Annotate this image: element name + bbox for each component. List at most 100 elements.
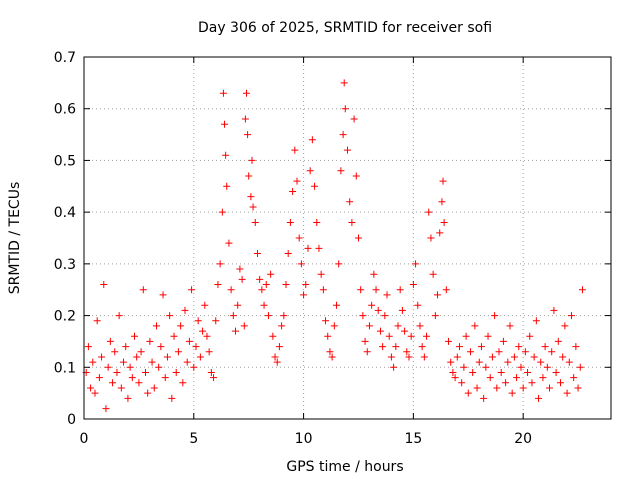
data-point — [436, 229, 444, 237]
y-tick-label: 0.7 — [54, 50, 76, 66]
data-point — [124, 394, 132, 402]
data-point — [341, 105, 349, 113]
data-point — [256, 275, 264, 283]
data-point — [372, 286, 380, 294]
data-point — [232, 327, 240, 335]
data-point — [502, 379, 510, 387]
data-point — [477, 343, 485, 351]
data-point — [460, 363, 468, 371]
data-point — [181, 306, 189, 314]
y-tick-label: 0.4 — [54, 205, 76, 221]
data-point — [370, 270, 378, 278]
data-point — [280, 312, 288, 320]
data-point — [403, 348, 411, 356]
data-point — [418, 343, 426, 351]
data-point — [126, 363, 134, 371]
data-point — [238, 275, 246, 283]
data-point — [495, 348, 503, 356]
y-tick-label: 0 — [67, 412, 76, 428]
data-point — [453, 353, 461, 361]
data-point — [416, 322, 424, 330]
data-point — [286, 218, 294, 226]
data-point — [532, 317, 540, 325]
data-point — [521, 348, 529, 356]
data-point — [245, 172, 253, 180]
data-point — [91, 389, 99, 397]
data-point — [508, 389, 516, 397]
data-point — [282, 281, 290, 289]
data-point — [291, 146, 299, 154]
data-point — [128, 374, 136, 382]
x-tick-label: 20 — [514, 431, 532, 447]
y-axis-label: SRMTID / TECUs — [7, 182, 23, 295]
x-tick-label: 5 — [189, 431, 198, 447]
data-point — [319, 286, 327, 294]
data-point — [161, 374, 169, 382]
data-point — [313, 218, 321, 226]
data-point — [322, 317, 330, 325]
data-point — [210, 374, 218, 382]
data-point — [445, 337, 453, 345]
data-point — [455, 343, 463, 351]
data-point — [251, 218, 259, 226]
data-point — [192, 343, 200, 351]
data-point — [565, 358, 573, 366]
chart-title: Day 306 of 2025, SRMTID for receiver sof… — [198, 20, 492, 36]
data-point — [297, 260, 305, 268]
data-point — [203, 332, 211, 340]
data-point — [359, 312, 367, 320]
data-point — [267, 270, 275, 278]
data-point — [541, 343, 549, 351]
data-point — [365, 322, 373, 330]
data-point — [234, 301, 242, 309]
data-point — [409, 281, 417, 289]
data-point — [152, 322, 160, 330]
data-point — [578, 286, 586, 294]
grid-lines — [84, 57, 611, 419]
data-point — [517, 363, 525, 371]
data-point — [567, 312, 575, 320]
data-point — [190, 363, 198, 371]
data-point — [225, 239, 233, 247]
data-point — [155, 363, 163, 371]
data-point — [440, 218, 448, 226]
data-point — [137, 348, 145, 356]
data-point — [552, 368, 560, 376]
data-point — [185, 337, 193, 345]
data-point — [253, 250, 261, 258]
data-point — [262, 281, 270, 289]
data-point — [482, 363, 490, 371]
data-point — [106, 337, 114, 345]
data-point — [407, 332, 415, 340]
data-point — [293, 177, 301, 185]
data-point — [486, 374, 494, 382]
data-point — [530, 353, 538, 361]
data-point — [300, 291, 308, 299]
data-point — [273, 358, 281, 366]
data-point — [574, 384, 582, 392]
data-point — [264, 312, 272, 320]
data-point — [497, 368, 505, 376]
data-point — [429, 270, 437, 278]
data-point — [423, 332, 431, 340]
data-point — [170, 332, 178, 340]
data-point — [146, 337, 154, 345]
data-point — [335, 260, 343, 268]
data-point — [249, 203, 257, 211]
data-point — [504, 358, 512, 366]
data-point — [473, 384, 481, 392]
data-point — [546, 384, 554, 392]
data-point — [163, 353, 171, 361]
data-point — [442, 286, 450, 294]
x-axis-label: GPS time / hours — [286, 459, 403, 475]
data-point — [451, 374, 459, 382]
data-point — [528, 379, 536, 387]
data-point — [150, 384, 158, 392]
data-point — [570, 374, 578, 382]
data-point — [236, 265, 244, 273]
data-point — [510, 353, 518, 361]
data-point — [295, 234, 303, 242]
data-point — [177, 322, 185, 330]
data-point — [361, 337, 369, 345]
